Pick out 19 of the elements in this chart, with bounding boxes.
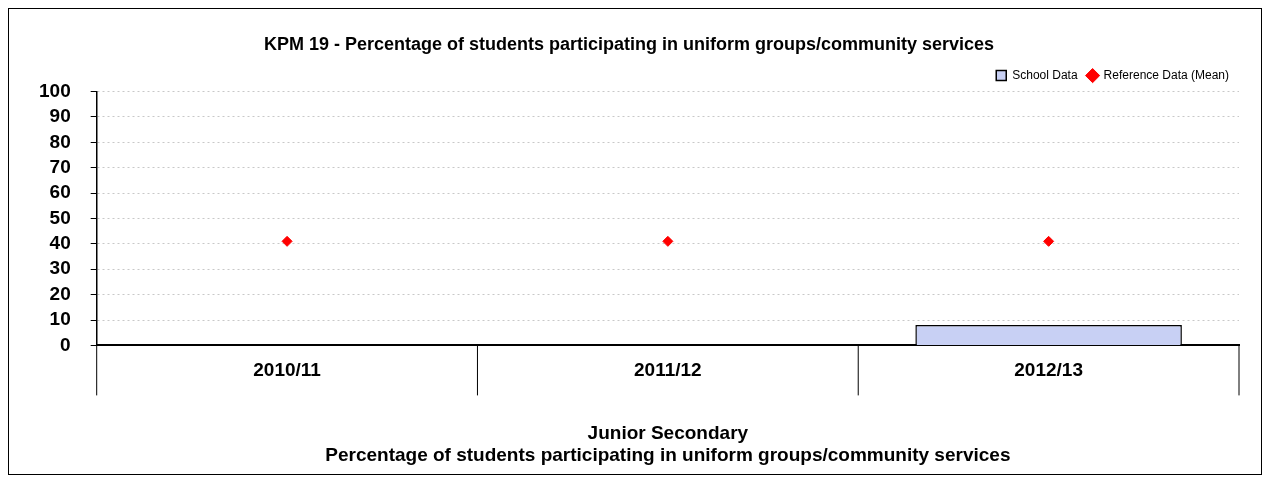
x-axis-title: Percentage of students participating in uniform groups/community services bbox=[325, 443, 1011, 465]
y-tick-label: 100 bbox=[39, 79, 71, 101]
x-tick-label: 2011/12 bbox=[634, 359, 702, 381]
legend-label: School Data bbox=[1012, 67, 1078, 82]
y-tick-label: 40 bbox=[49, 232, 71, 254]
chart-title: KPM 19 - Percentage of students participating in uniform groups/community services bbox=[263, 33, 995, 54]
legend-label: Reference Data (Mean) bbox=[1103, 67, 1229, 82]
y-tick-label: 90 bbox=[49, 105, 71, 127]
y-tick-label: 70 bbox=[49, 155, 71, 177]
y-tick-label: 0 bbox=[60, 333, 71, 355]
y-tick-label: 60 bbox=[49, 181, 71, 203]
y-tick-label: 20 bbox=[49, 282, 71, 304]
y-tick-label: 50 bbox=[49, 206, 71, 228]
y-tick-label: 30 bbox=[49, 257, 71, 279]
y-tick-label: 80 bbox=[49, 130, 71, 152]
x-tick-label: 2010/11 bbox=[253, 359, 322, 381]
x-tick-label: 2012/13 bbox=[1014, 359, 1083, 381]
text: Junior Secondary bbox=[587, 421, 749, 443]
y-tick-label: 10 bbox=[49, 308, 71, 330]
